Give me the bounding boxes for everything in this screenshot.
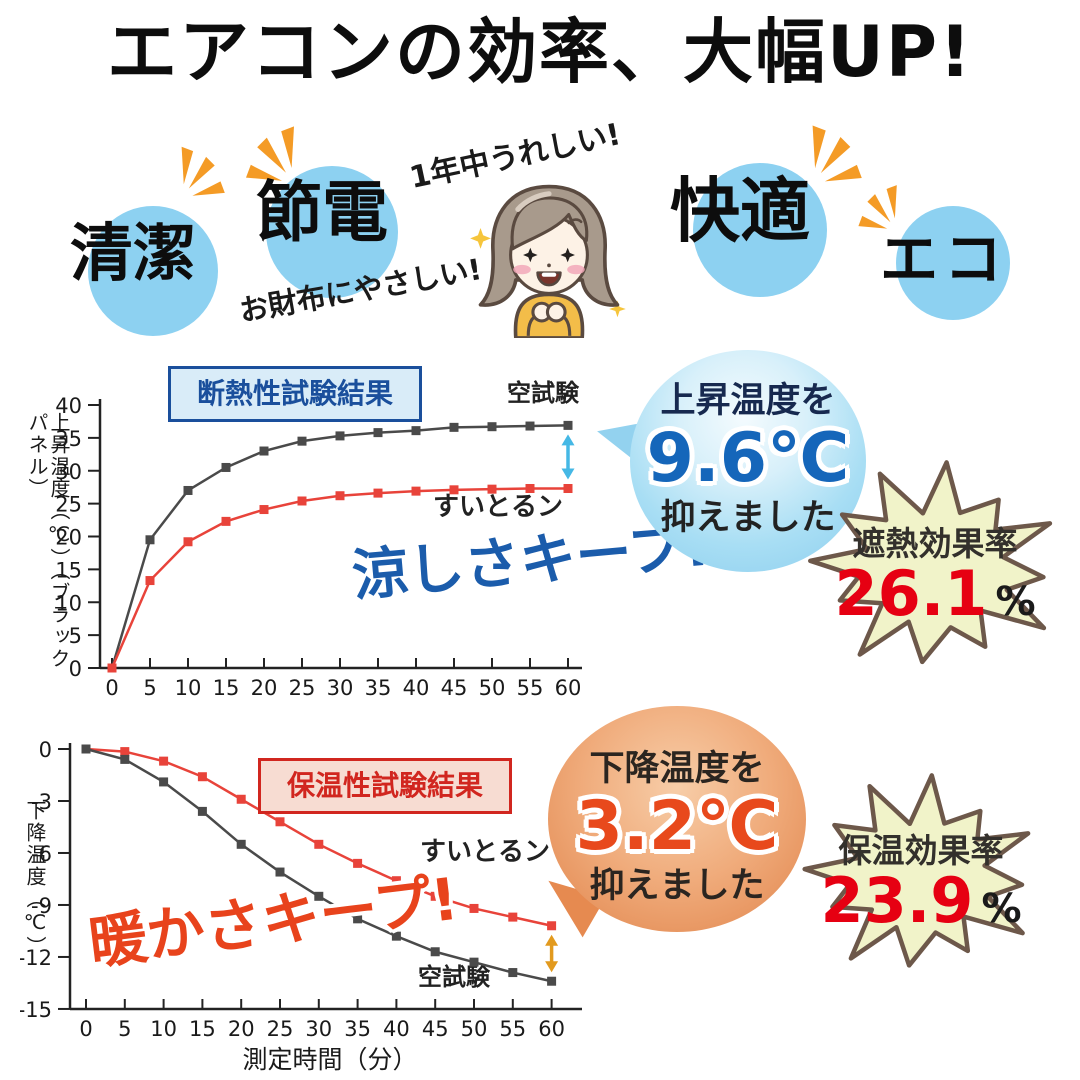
- feature-label-clean: 清潔: [70, 217, 196, 290]
- svg-text:45: 45: [441, 676, 468, 700]
- badge-value-row: 26.1 %: [795, 563, 1075, 625]
- svg-text:0: 0: [39, 738, 52, 762]
- feature-label-power-saving: 節電: [256, 174, 388, 251]
- svg-text:20: 20: [251, 676, 278, 700]
- badge-value: 23.9: [820, 864, 974, 937]
- temperature-drop-callout: 下降温度を 3.2℃ 抑えました: [548, 706, 806, 932]
- starburst-shape: [802, 773, 1031, 968]
- callout-value: 3.2℃: [575, 787, 779, 866]
- series-label-blank-test: 空試験: [418, 963, 491, 991]
- svg-text:35: 35: [365, 676, 392, 700]
- svg-text:30: 30: [55, 460, 82, 484]
- feature-label-eco: エコ: [880, 225, 1009, 293]
- svg-text:35: 35: [55, 427, 82, 451]
- insulation-y-axis-label: 上昇温度（℃）（ブラックパネル）: [25, 412, 71, 670]
- feature-circle-kaiteki: [693, 163, 827, 297]
- sparkle-icon: [246, 126, 294, 181]
- retention-chart-title: 保温性試験結果: [258, 758, 513, 814]
- callout-line2: 抑えました: [660, 498, 836, 538]
- svg-text:5: 5: [118, 1017, 131, 1041]
- svg-text:15: 15: [55, 558, 82, 582]
- svg-text:40: 40: [403, 676, 430, 700]
- badge-unit: %: [995, 579, 1036, 625]
- svg-text:55: 55: [499, 1017, 526, 1041]
- svg-text:0: 0: [69, 657, 82, 681]
- svg-text:10: 10: [175, 676, 202, 700]
- callout-line1: 下降温度を: [589, 749, 765, 789]
- retention-x-axis-label: 測定時間（分）: [242, 1045, 418, 1074]
- sparkle-icon: [812, 125, 862, 182]
- svg-text:25: 25: [267, 1017, 294, 1041]
- svg-text:20: 20: [55, 526, 82, 550]
- temperature-rise-callout: 上昇温度を 9.6℃ 抑えました: [630, 350, 866, 572]
- badge-label: 保温効果率: [838, 831, 1004, 870]
- feature-circle-seiketsu: [88, 206, 218, 336]
- series-label-blank-test: 空試験: [507, 379, 580, 407]
- series-label-product: すいとるン: [433, 492, 563, 522]
- heat-shield-badge: 遮熱効果率 26.1 %: [795, 455, 1075, 680]
- svg-text:-3: -3: [31, 790, 52, 814]
- svg-text:35: 35: [344, 1017, 371, 1041]
- callout-line1: 上昇温度を: [660, 381, 836, 421]
- heat-retention-badge: 保温効果率 23.9 %: [790, 768, 1052, 983]
- svg-text:20: 20: [228, 1017, 255, 1041]
- svg-text:-15: -15: [20, 998, 52, 1022]
- feature-circle-setsuden: [266, 166, 398, 298]
- badge-value: 26.1: [834, 557, 988, 630]
- svg-text:0: 0: [105, 676, 118, 700]
- svg-text:15: 15: [189, 1017, 216, 1041]
- svg-text:40: 40: [55, 394, 82, 418]
- insulation-chart: 空試験 すいとるン 0 5 10 15 20 25 30 35 40 0 5 10 15 20 25 30 35…: [55, 379, 582, 700]
- retention-y-axis-label: 下降温度（℃）: [23, 800, 47, 958]
- svg-text:15: 15: [213, 676, 240, 700]
- sparkle-icon: [181, 146, 225, 196]
- svg-text:-9: -9: [31, 894, 52, 918]
- series-label-product: すいとるン: [420, 837, 550, 867]
- svg-text:50: 50: [479, 676, 506, 700]
- insulation-chart-title: 断熱性試験結果: [168, 366, 423, 422]
- svg-text:25: 25: [289, 676, 316, 700]
- svg-text:-12: -12: [20, 946, 52, 970]
- woman-character-illustration: [470, 184, 626, 338]
- svg-text:40: 40: [383, 1017, 410, 1041]
- svg-text:10: 10: [150, 1017, 177, 1041]
- svg-text:60: 60: [555, 676, 582, 700]
- svg-text:10: 10: [55, 591, 82, 615]
- callout-value: 9.6℃: [646, 419, 850, 498]
- retention-chart: すいとるン 空試験 0 -3 -6 -9 -12 -15 0 5 10 15 20 25 30 35 40 4…: [20, 738, 582, 1041]
- svg-text:5: 5: [69, 624, 82, 648]
- svg-text:50: 50: [461, 1017, 488, 1041]
- svg-text:30: 30: [305, 1017, 332, 1041]
- svg-text:60: 60: [538, 1017, 565, 1041]
- svg-text:30: 30: [327, 676, 354, 700]
- badge-label: 遮熱効果率: [852, 524, 1018, 563]
- starburst-shape: [808, 460, 1053, 665]
- callout-line2: 抑えました: [589, 866, 765, 906]
- svg-text:55: 55: [517, 676, 544, 700]
- page-title: エアコンの効率、大幅UP!: [106, 11, 974, 93]
- svg-text:45: 45: [422, 1017, 449, 1041]
- svg-text:0: 0: [79, 1017, 92, 1041]
- feature-circle-eco: [896, 206, 1010, 320]
- badge-unit: %: [981, 886, 1022, 932]
- badge-value-row: 23.9 %: [790, 870, 1052, 932]
- svg-text:-6: -6: [31, 842, 52, 866]
- feature-label-comfort: 快適: [670, 170, 810, 252]
- sparkle-icon: [858, 185, 897, 229]
- svg-text:5: 5: [143, 676, 156, 700]
- svg-text:25: 25: [55, 493, 82, 517]
